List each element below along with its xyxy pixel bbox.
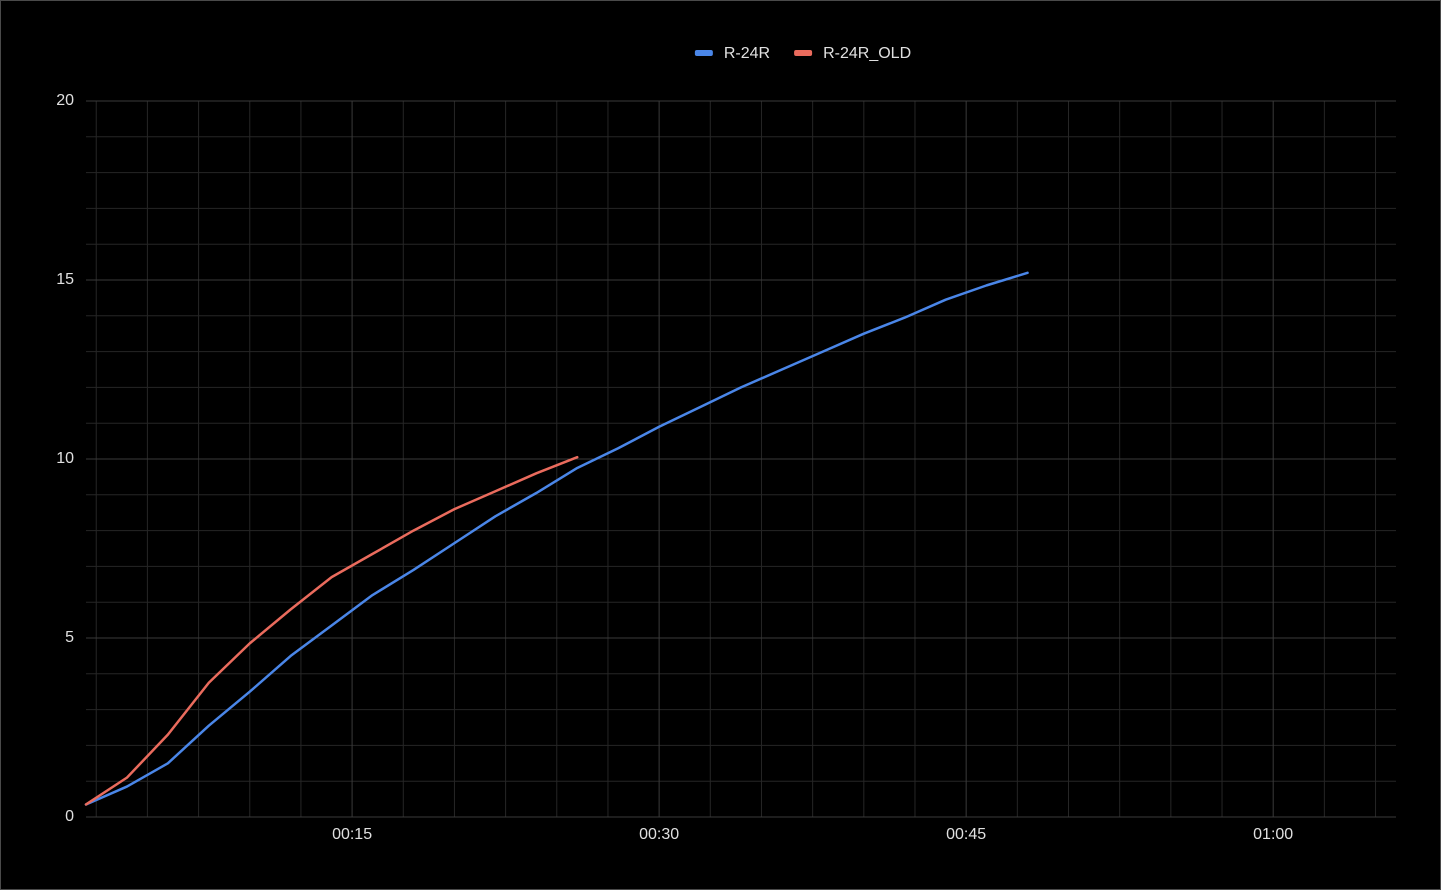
series-line bbox=[84, 271, 1029, 806]
legend-label: R-24R bbox=[724, 45, 770, 62]
legend: R-24R R-24R_OLD bbox=[694, 45, 911, 62]
x-tick-label: 00:30 bbox=[639, 826, 679, 843]
series-line bbox=[84, 455, 579, 806]
y-tick-label: 0 bbox=[65, 808, 74, 825]
y-tick-label: 10 bbox=[56, 450, 74, 467]
legend-label: R-24R_OLD bbox=[823, 45, 911, 62]
x-tick-label: 01:00 bbox=[1253, 826, 1293, 843]
x-tick-label: 00:45 bbox=[946, 826, 986, 843]
legend-swatch bbox=[694, 50, 713, 56]
y-tick-label: 20 bbox=[56, 92, 74, 109]
y-tick-label: 15 bbox=[56, 271, 74, 288]
legend-swatch bbox=[794, 50, 813, 56]
x-tick-label: 00:15 bbox=[332, 826, 372, 843]
plot bbox=[84, 271, 1029, 806]
legend-item: R-24R bbox=[694, 45, 770, 62]
y-tick-label: 5 bbox=[65, 629, 74, 646]
grid: 00:15 00:30 00:45 01:00 0 5 10 15 20 bbox=[56, 92, 1396, 843]
legend-item: R-24R_OLD bbox=[794, 45, 911, 62]
